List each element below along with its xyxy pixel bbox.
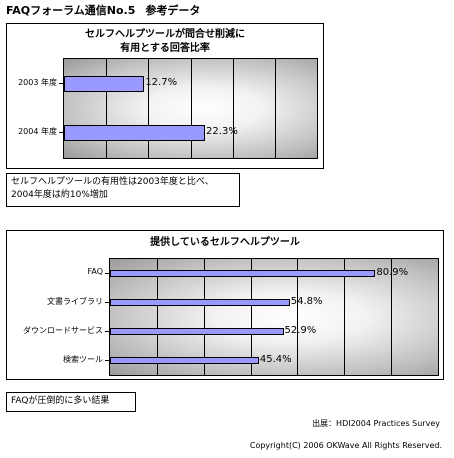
chart1-title-line2: 有用とする回答比率 xyxy=(120,43,210,54)
chart-useful-ratio: セルフヘルプツールが問合せ削減に 有用とする回答比率 12.7% 22.3% 20… xyxy=(6,23,324,169)
gridline xyxy=(148,59,150,158)
chart1-plot-area: 12.7% 22.3% xyxy=(63,58,318,159)
value-label-1: 22.3% xyxy=(206,126,238,138)
note-faq-result: FAQが圧倒的に多い結果 xyxy=(6,392,136,412)
gridline xyxy=(274,59,276,158)
axis-tick-0 xyxy=(59,82,63,84)
category-label-3: 検索ツール xyxy=(63,354,103,364)
page-title-main: FAQフォーラム通信No.5 xyxy=(6,4,136,17)
value-label-3: 45.4% xyxy=(259,353,292,365)
bar-2 xyxy=(110,328,284,335)
axis-tick-3 xyxy=(105,359,109,361)
gridline xyxy=(344,259,346,375)
category-label-0: FAQ xyxy=(87,266,104,276)
page-title-sub: 参考データ xyxy=(145,4,201,17)
bar-1 xyxy=(110,299,290,306)
chart2-title: 提供しているセルフヘルプツール xyxy=(150,237,300,248)
page-title: FAQフォーラム通信No.5 参考データ xyxy=(6,2,200,18)
chart1-title-line1: セルフヘルプツールが問合せ削減に xyxy=(85,29,245,40)
gridline xyxy=(232,59,234,158)
copyright: Copyright(C) 2006 OKWave All Rights Rese… xyxy=(249,441,442,450)
bar-3 xyxy=(110,357,259,364)
value-label-0: 80.9% xyxy=(376,266,409,278)
bar-0 xyxy=(110,270,376,277)
chart-self-help-tools: 提供しているセルフヘルプツール 80.9% 54.8% 52.9% 45.4% FAQ… xyxy=(6,230,444,380)
value-label-0: 12.7% xyxy=(145,76,178,88)
category-label-2: ダウンロードサービス xyxy=(23,325,103,335)
chart2-plot-area: 80.9% 54.8% 52.9% 45.4% xyxy=(109,258,439,376)
note-useful-ratio: セルフヘルプツールの有用性は2003年度と比べ、 2004年度は約10%増加 xyxy=(6,173,240,207)
category-label-1: 文書ライブラリ xyxy=(47,296,103,306)
category-label-1: 2004 年度 xyxy=(18,127,57,137)
value-label-2: 52.9% xyxy=(284,324,317,336)
bar-1 xyxy=(64,125,206,142)
source-credit: 出展：HDI2004 Practices Survey xyxy=(312,419,440,428)
axis-tick-1 xyxy=(105,301,109,303)
value-label-1: 54.8% xyxy=(290,295,323,307)
bar-0 xyxy=(64,75,145,92)
note1-line2: 2004年度は約10%増加 xyxy=(11,190,108,200)
category-label-0: 2003 年度 xyxy=(18,77,57,87)
gridline xyxy=(297,259,299,375)
note2-text: FAQが圧倒的に多い結果 xyxy=(11,396,110,406)
note1-line1: セルフヘルプツールの有用性は2003年度と比べ、 xyxy=(11,177,214,187)
gridline xyxy=(106,59,108,158)
gridline xyxy=(190,59,192,158)
gridline xyxy=(250,259,252,375)
gridline xyxy=(203,259,205,375)
axis-tick-1 xyxy=(59,132,63,134)
gridline xyxy=(391,259,393,375)
axis-tick-2 xyxy=(105,330,109,332)
gridline xyxy=(156,259,158,375)
axis-tick-0 xyxy=(105,272,109,274)
